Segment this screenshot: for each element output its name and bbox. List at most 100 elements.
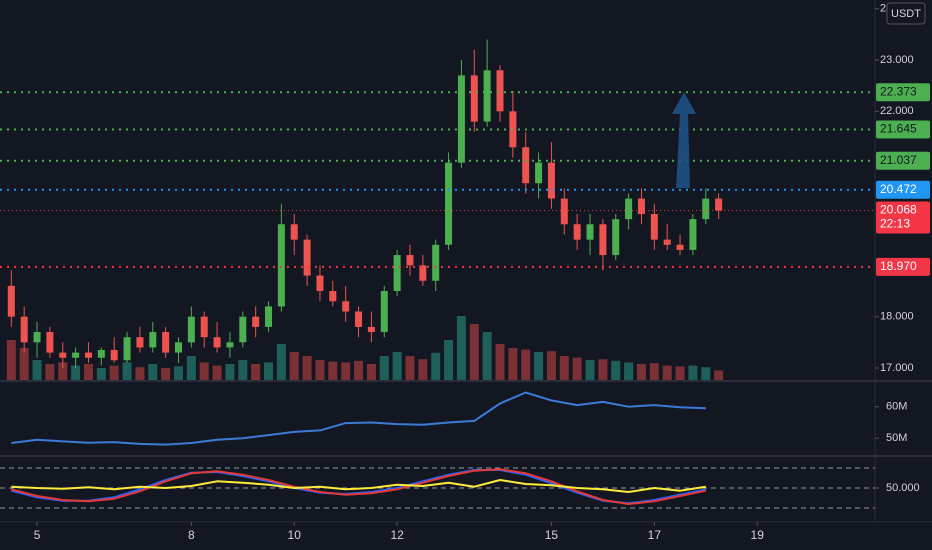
candle-body (303, 239, 311, 276)
x-tick-label: 10 (288, 528, 302, 542)
indicator-line (11, 468, 707, 505)
candle-body (33, 332, 41, 343)
volume-bar (418, 359, 428, 380)
price-level-label: 21.645 (880, 122, 917, 136)
x-tick-label: 19 (751, 528, 765, 542)
volume-bar (238, 360, 248, 380)
volume-bar (199, 362, 209, 380)
price-level-tag (876, 83, 930, 102)
volume-bar (444, 340, 454, 380)
volume-bar (572, 357, 582, 380)
volume-bar (109, 365, 119, 380)
volume-bar (456, 316, 466, 380)
arrow-annotation (672, 92, 696, 188)
candle-body (586, 224, 594, 240)
volume-bar (469, 324, 479, 380)
candle-body (355, 311, 363, 327)
candle-body (367, 326, 375, 333)
candle-body (406, 255, 414, 266)
volume-bar (58, 362, 68, 380)
x-tick-label: 12 (390, 528, 404, 542)
candle-body (715, 198, 723, 211)
candle-body (547, 162, 555, 199)
candle-body (535, 162, 543, 184)
volume-bar (328, 361, 338, 380)
volume-bar (251, 364, 261, 380)
x-tick-label: 5 (34, 528, 41, 542)
candle-body (252, 316, 260, 327)
candle-body (265, 306, 273, 327)
volume-bar (649, 363, 659, 380)
volume-bar (122, 362, 132, 380)
volume-bar (341, 362, 351, 380)
x-tick-label: 15 (545, 528, 559, 542)
last-price-tag (876, 201, 930, 234)
candle-body (560, 198, 568, 225)
y-tick-label: 22.000 (880, 105, 914, 117)
volume-bar (431, 352, 441, 380)
y-tick-label: 23.000 (880, 54, 914, 66)
candle-body (650, 213, 658, 240)
currency-box[interactable] (886, 2, 926, 25)
volume-bar (264, 362, 274, 380)
candle-body (689, 219, 697, 250)
volume-bar (212, 365, 222, 380)
volume-bar (405, 356, 415, 380)
candle-body (496, 70, 504, 112)
volume-bar (83, 364, 93, 380)
volume-bar (19, 348, 29, 380)
volume-bar (611, 360, 621, 380)
candle-body (599, 224, 607, 256)
volume-bar (392, 352, 402, 380)
indicator-line (11, 479, 706, 493)
candle-body (200, 316, 208, 338)
candle-body (612, 219, 620, 256)
candle-body (676, 244, 684, 250)
price-level-tag (876, 257, 930, 276)
countdown-label: 22:13 (880, 217, 910, 231)
price-level-label: 20.472 (880, 182, 917, 196)
candle-body (7, 285, 15, 317)
volume-bar (495, 344, 505, 380)
candle-body (213, 337, 221, 348)
indicator-tick-label: 50.000 (886, 482, 920, 494)
candle-body (470, 75, 478, 122)
volume-bar (45, 364, 55, 380)
candle-body (419, 265, 427, 281)
x-tick-label: 8 (188, 528, 195, 542)
volume-bar (71, 365, 81, 380)
candle-body (20, 316, 28, 343)
volume-bar (675, 366, 685, 380)
volume-bar (6, 340, 16, 380)
candle-body (59, 352, 67, 358)
volume-bar (32, 360, 42, 380)
volume-bar (559, 356, 569, 380)
candle-body (136, 337, 144, 348)
volume-bar (96, 368, 106, 380)
volume-bar (688, 365, 698, 380)
candle-body (380, 290, 388, 333)
volume-bar (148, 364, 158, 380)
volume-bar (701, 367, 711, 380)
main-layer (0, 39, 875, 509)
candle-body (149, 332, 157, 348)
candle-body (46, 332, 54, 353)
candle-body (702, 198, 710, 220)
volume-bar (546, 351, 556, 380)
price-level-tag (876, 180, 930, 199)
volume-bar (636, 364, 646, 380)
candle-body (522, 147, 530, 184)
volume-bar (624, 362, 634, 380)
volume-bar (482, 332, 492, 380)
candle-body (162, 332, 170, 353)
candle-body (226, 342, 234, 348)
candle-body (316, 275, 324, 291)
candle-body (663, 239, 671, 245)
volume-layer (6, 316, 724, 380)
volume-bar (276, 344, 286, 380)
candle-body (445, 162, 453, 245)
volume-bar (302, 356, 312, 380)
y-tick-label: 18.000 (880, 311, 914, 323)
